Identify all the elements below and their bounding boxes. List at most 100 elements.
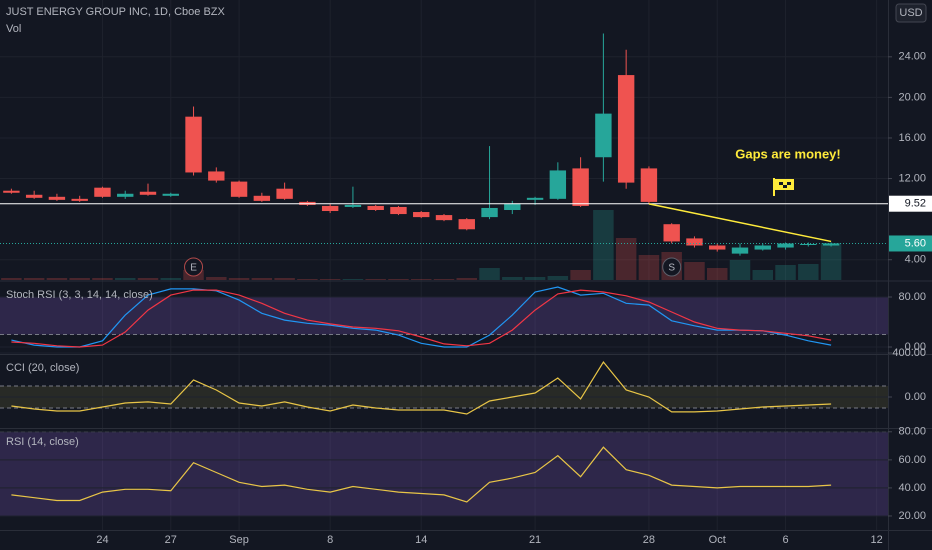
x-tick-label: Sep — [229, 534, 249, 546]
currency-badge[interactable] — [895, 3, 927, 23]
event-label: E — [190, 263, 197, 274]
candle-body — [572, 168, 589, 206]
volume-bar — [684, 262, 705, 280]
volume-bar — [456, 278, 478, 280]
x-tick-label: 27 — [165, 534, 177, 546]
currency: USD — [899, 7, 922, 19]
volume-bar — [410, 279, 432, 280]
chart-title: JUST ENERGY GROUP INC, 1D, Cboe BZX — [6, 6, 226, 18]
event-marker[interactable] — [184, 257, 204, 277]
volume-bar — [92, 278, 113, 280]
candle-body — [481, 207, 498, 218]
candle-body — [663, 224, 680, 242]
candle-body — [458, 219, 475, 230]
event-label: S — [668, 263, 675, 274]
volume-bar — [114, 278, 136, 280]
volume-bar — [433, 279, 455, 280]
volume-bar — [319, 279, 341, 280]
indicator-line — [11, 360, 832, 415]
volume-bar — [274, 278, 295, 280]
candle-body — [367, 205, 384, 210]
y-tick-label: 20.00 — [898, 91, 926, 103]
volume-bar — [479, 268, 500, 280]
volume-bar — [1, 278, 22, 280]
candle-body — [162, 193, 179, 196]
candle-body — [94, 187, 111, 197]
y-tick-label: 400.00 — [892, 347, 926, 359]
y-tick-label: 4.00 — [905, 254, 926, 266]
y-tick-label: 12.00 — [898, 172, 926, 184]
volume-bar — [638, 255, 660, 280]
y-tick-label: 80.00 — [898, 426, 926, 438]
volume-bar — [228, 278, 250, 280]
trend-line — [648, 203, 832, 243]
volume-bar — [251, 278, 273, 280]
candle-body — [709, 245, 726, 250]
candle-body — [48, 196, 66, 200]
candle-body — [185, 116, 202, 173]
y-tick-label: 80.00 — [898, 291, 926, 303]
candle-body — [276, 188, 293, 199]
volume-bar — [729, 260, 751, 280]
volume-bar — [23, 278, 45, 280]
x-tick-label: 12 — [870, 534, 882, 546]
volume-bar — [706, 268, 728, 280]
candle-body — [230, 181, 248, 197]
candle-body — [71, 198, 88, 201]
volume-bar — [342, 279, 364, 280]
candle-body — [3, 190, 20, 193]
volume-bar — [69, 278, 90, 280]
volume-bar — [547, 276, 569, 280]
candle-body — [686, 238, 703, 246]
y-tick-label: 20.00 — [898, 510, 926, 522]
candle-body — [617, 75, 635, 183]
hline-label-box — [889, 195, 932, 212]
candle-body — [822, 243, 840, 246]
candle-body — [117, 193, 134, 197]
y-tick-label: 0.00 — [905, 391, 926, 403]
volume-bar — [570, 270, 591, 280]
candle-body — [777, 243, 794, 248]
volume-bar — [524, 277, 546, 280]
volume-bar — [615, 238, 637, 280]
hline-label: 9.52 — [905, 198, 926, 210]
candle-body — [321, 205, 339, 212]
candle-body — [595, 113, 612, 158]
candle-body — [208, 171, 225, 181]
volume-bar — [137, 278, 159, 280]
volume-label: Vol — [6, 23, 21, 35]
y-tick-label: 16.00 — [898, 132, 926, 144]
candle-body — [526, 197, 544, 200]
x-tick-label: 6 — [782, 534, 788, 546]
indicator-title: RSI (14, close) — [6, 436, 79, 448]
x-tick-label: 21 — [529, 534, 541, 546]
annotation: Gaps are money! — [735, 146, 841, 161]
indicator-title: CCI (20, close) — [6, 362, 79, 374]
volume-bar — [775, 265, 796, 280]
candle-body — [754, 245, 771, 250]
candle-body — [413, 212, 430, 218]
candle-body — [25, 194, 43, 198]
volume-bar — [593, 210, 614, 280]
y-tick-label: 0.00 — [905, 341, 926, 353]
candle-body — [390, 206, 407, 215]
volume-bar — [160, 278, 182, 280]
volume-bar — [46, 278, 68, 280]
last-price-box — [889, 235, 932, 252]
x-tick-label: 24 — [96, 534, 108, 546]
candle-body — [139, 191, 157, 195]
indicator-title: Stoch RSI (3, 3, 14, 14, close) — [6, 289, 153, 301]
candle-body — [253, 195, 271, 201]
x-tick-label: 28 — [643, 534, 655, 546]
x-tick-label: Oct — [709, 534, 726, 546]
volume-bar — [502, 277, 523, 280]
last-price-label: 5.60 — [905, 237, 926, 249]
volume-bar — [297, 279, 318, 280]
volume-bar — [206, 277, 227, 280]
y-tick-label: 60.00 — [898, 454, 926, 466]
y-tick-label: 24.00 — [898, 51, 926, 63]
y-tick-label: 40.00 — [898, 482, 926, 494]
event-marker[interactable] — [662, 257, 682, 277]
candle-body — [640, 168, 658, 202]
